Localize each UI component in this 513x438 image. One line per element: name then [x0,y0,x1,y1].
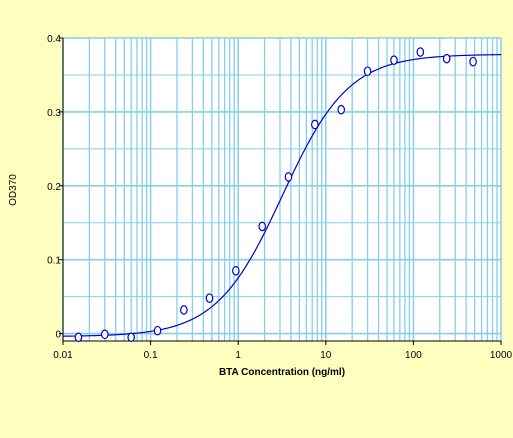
y-tick-label: 0.3 [47,108,61,119]
data-point [284,172,293,182]
data-point [100,329,109,340]
data-point [311,119,319,130]
data-point [469,56,477,67]
plot-area [63,38,501,341]
data-point [363,66,372,77]
data-point [180,305,188,315]
data-point [258,221,267,232]
axes [59,37,502,345]
data-points [74,47,477,343]
y-tick-label: 0 [55,330,61,341]
y-tick-label: 0.4 [47,34,61,45]
fit-curve [62,54,502,337]
data-point [205,293,214,303]
data-point [390,55,398,65]
tick-labels: 0.01 0.1 1 10 100 1000 0 0.1 0.2 0.3 0.4 [47,34,512,361]
data-point [232,265,240,276]
x-tick-label: 0.1 [144,350,158,361]
x-tick-label: 10 [320,350,332,361]
x-axis-label: BTA Concentration (ng/ml) [219,367,345,378]
data-point [442,53,451,64]
x-tick-label: 100 [405,350,422,361]
data-point [416,47,425,57]
x-tick-label: 1000 [490,350,513,361]
y-axis-label: OD370 [8,174,19,206]
grid [62,37,502,341]
data-point [153,325,162,336]
x-tick-label: 1 [235,350,241,361]
data-point [337,104,346,115]
data-point [127,332,135,343]
data-point [74,332,83,343]
x-tick-label: 0.01 [53,350,73,361]
y-tick-label: 0.2 [47,182,61,193]
y-tick-label: 0.1 [47,256,61,267]
